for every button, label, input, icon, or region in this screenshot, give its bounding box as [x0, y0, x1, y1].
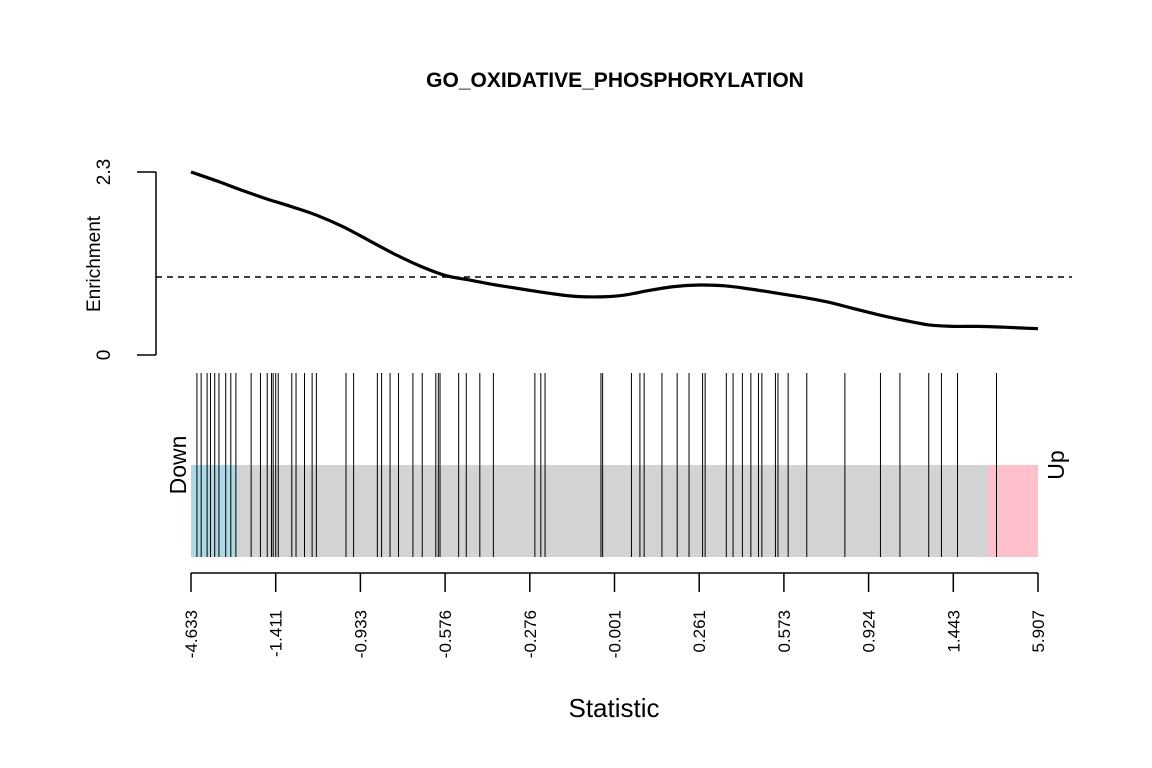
x-tick-label-10: 5.907 [1029, 610, 1048, 653]
x-tick-label-1: -1.411 [267, 610, 286, 657]
x-tick-label-6: 0.261 [690, 610, 709, 653]
chart-title: GO_OXIDATIVE_PHOSPHORYLATION [426, 69, 804, 92]
x-axis: -4.633 -1.411 -0.933 -0.576 -0.276 -0.001 0.26… [182, 572, 1048, 658]
y-axis: 2.3 0 Enrichment [84, 159, 157, 361]
y-axis-label: Enrichment [84, 215, 105, 312]
down-label: Down [165, 436, 191, 495]
barcode-down-band [191, 465, 236, 557]
enrichment-curve [190, 170, 1039, 331]
y-tick-label-min: 0 [94, 350, 115, 361]
barcode-up-band [987, 465, 1038, 557]
x-tick-label-9: 1.443 [944, 610, 963, 653]
y-tick-label-max: 2.3 [94, 159, 115, 185]
x-tick-label-8: 0.924 [860, 610, 879, 653]
x-tick-label-0: -4.633 [182, 610, 201, 658]
x-axis-label: Statistic [568, 693, 659, 723]
x-tick-label-5: -0.001 [606, 610, 625, 658]
x-tick-label-3: -0.576 [436, 610, 455, 658]
x-tick-label-7: 0.573 [775, 610, 794, 653]
up-label: Up [1043, 450, 1069, 479]
barcode-middle-band [191, 465, 1038, 557]
barcode-lines [196, 373, 997, 557]
x-tick-label-2: -0.933 [351, 610, 370, 658]
x-tick-label-4: -0.276 [521, 610, 540, 658]
